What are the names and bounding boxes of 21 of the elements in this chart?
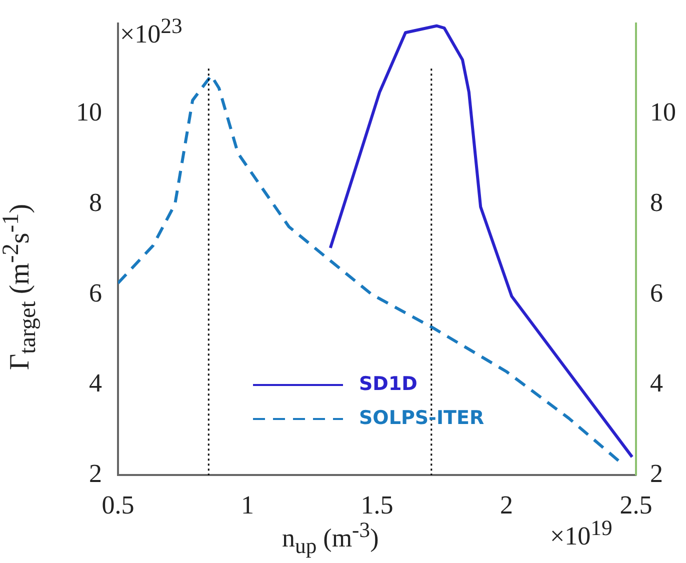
legend-label: SD1D bbox=[359, 372, 418, 395]
y-tick-label: 8 bbox=[89, 188, 102, 217]
x-tick-label: 0.5 bbox=[102, 490, 134, 520]
y2-tick-label: 10 bbox=[650, 98, 676, 127]
y-tick-label: 2 bbox=[89, 458, 102, 488]
x-axis-title: n$_{up}$ (m$^{-3}$) bbox=[282, 518, 379, 559]
x-tick-label: 2 bbox=[500, 490, 513, 520]
annotation: ×10$^{23}$ bbox=[120, 14, 182, 50]
y2-tick-label: 2 bbox=[650, 458, 663, 488]
y-tick-label: 10 bbox=[76, 98, 102, 127]
text: ×10$^{19}$ bbox=[550, 516, 612, 552]
y-tick-label: 4 bbox=[89, 368, 102, 398]
legend-label: SOLPS-ITER bbox=[359, 406, 484, 429]
x-tick-label: 2.5 bbox=[620, 490, 652, 520]
x-tick-label: 1.5 bbox=[360, 490, 394, 520]
x-tick-label: 1 bbox=[241, 490, 254, 520]
y2-tick-label: 8 bbox=[650, 188, 663, 217]
y2-tick-label: 6 bbox=[650, 278, 663, 308]
line-series bbox=[118, 74, 622, 464]
y2-tick-label: 4 bbox=[650, 368, 663, 398]
y-tick-label: 6 bbox=[89, 278, 102, 308]
